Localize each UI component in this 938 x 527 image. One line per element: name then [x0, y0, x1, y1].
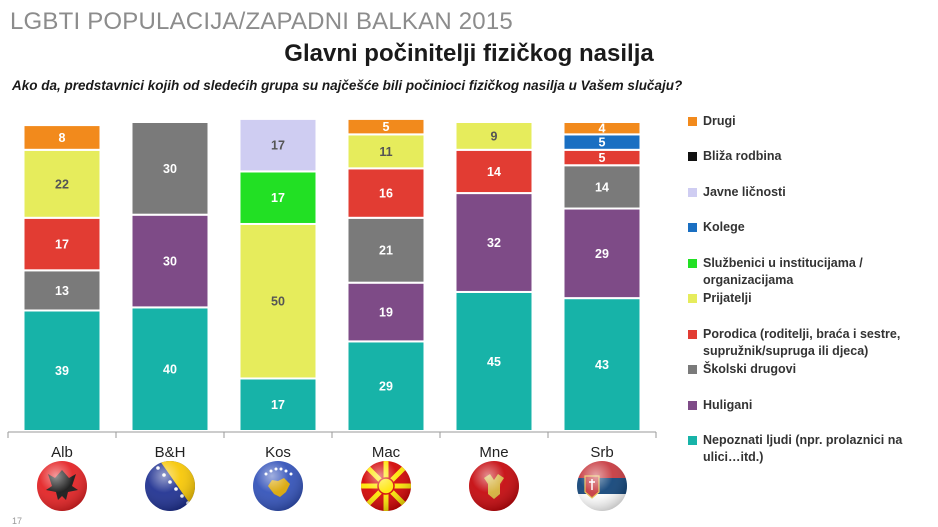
bar-segment — [238, 377, 318, 432]
bar-segment — [346, 216, 426, 284]
page-number: 17 — [12, 516, 23, 526]
flags-group — [37, 461, 627, 511]
x-tick-label: Mac — [372, 444, 401, 461]
data-label: 17 — [271, 398, 285, 412]
bar-segment — [454, 121, 534, 151]
bar-segment — [454, 290, 534, 433]
bar-segment — [22, 124, 102, 151]
survey-question: Ako da, predstavnici kojih od sledećih g… — [12, 78, 683, 93]
data-label: 14 — [595, 180, 609, 194]
x-axis: Alb B&H Kos Mac Mne Srb — [7, 431, 657, 461]
data-label: 5 — [599, 136, 606, 150]
legend-swatch — [688, 330, 697, 339]
bar-segment — [562, 121, 642, 136]
data-label: 17 — [271, 191, 285, 205]
bar-segment — [562, 164, 642, 210]
data-label: 30 — [163, 255, 177, 269]
bars-group: 3913172284030301750171729192116115453214… — [22, 117, 642, 433]
data-label: 13 — [55, 284, 69, 298]
data-label: 5 — [383, 120, 390, 134]
legend-label: Službenici u institucijama / organizacij… — [703, 256, 863, 287]
bar-segment — [22, 216, 102, 272]
data-label: 22 — [55, 177, 69, 191]
bar-segment — [130, 306, 210, 432]
bar-segment — [454, 192, 534, 293]
bar-segment — [346, 133, 426, 170]
x-tick-label: Alb — [51, 444, 73, 461]
flag-gloss — [361, 461, 411, 511]
legend-swatch — [688, 223, 697, 232]
flag-gloss — [469, 461, 519, 511]
data-label: 32 — [487, 236, 501, 250]
legend-swatch — [688, 259, 697, 268]
bar-segment — [130, 213, 210, 309]
bar-segment — [22, 309, 102, 432]
data-label: 50 — [271, 295, 285, 309]
x-tick-label: Mne — [479, 444, 508, 461]
legend-swatch — [688, 401, 697, 410]
data-label: 14 — [487, 165, 501, 179]
legend-swatch — [688, 365, 697, 374]
bar-segment — [238, 117, 318, 173]
flag-gloss — [253, 461, 303, 511]
data-label: 16 — [379, 187, 393, 201]
x-tick-label: Kos — [265, 444, 291, 461]
x-tick-label: Srb — [590, 444, 613, 461]
data-label: 4 — [599, 122, 606, 136]
data-label: 21 — [379, 244, 393, 258]
flag-gloss — [145, 461, 195, 511]
data-label: 17 — [271, 139, 285, 153]
chart-title: Glavni počinitelji fizičkog nasilja — [284, 40, 654, 67]
legend-label: Nepoznati ljudi (npr. prolaznici na ulic… — [703, 433, 903, 464]
legend-label: Prijatelji — [703, 291, 752, 305]
legend-label: Javne ličnosti — [703, 185, 786, 199]
legend-swatch — [688, 117, 697, 126]
bar-segment — [346, 117, 426, 136]
bar-segment — [562, 207, 642, 300]
data-label: 29 — [595, 247, 609, 261]
data-label: 39 — [55, 364, 69, 378]
data-label: 17 — [55, 238, 69, 252]
data-label: 43 — [595, 358, 609, 372]
legend-swatch — [688, 152, 697, 161]
data-label: 8 — [59, 131, 66, 145]
data-label: 19 — [379, 306, 393, 320]
x-tick-label: B&H — [155, 444, 186, 461]
bar-segment — [454, 148, 534, 195]
data-label: 5 — [599, 151, 606, 165]
data-label: 9 — [491, 129, 498, 143]
flag-gloss — [37, 461, 87, 511]
report-suptitle: LGBTI POPULACIJA/ZAPADNI BALKAN 2015 — [10, 8, 513, 35]
legend-swatch — [688, 188, 697, 197]
flag-gloss — [577, 461, 627, 511]
legend-label: Školski drugovi — [703, 362, 797, 376]
data-label: 11 — [379, 145, 392, 159]
legend-label: Drugi — [703, 114, 736, 128]
legend-label: Bliža rodbina — [703, 149, 782, 163]
bar-segment — [130, 121, 210, 216]
legend-label: Huligani — [703, 398, 753, 412]
legend-swatch — [688, 294, 697, 303]
bar-segment — [346, 167, 426, 219]
data-label: 45 — [487, 355, 501, 369]
bar-segment — [562, 297, 642, 432]
legend-label: Kolege — [703, 220, 745, 234]
bar-segment — [346, 340, 426, 433]
legend-label: Porodica (roditelji, braća i sestre, sup… — [703, 327, 901, 358]
bar-segment — [22, 148, 102, 219]
legend-swatch — [688, 436, 697, 445]
data-label: 40 — [163, 363, 177, 377]
data-label: 29 — [379, 380, 393, 394]
bar-segment — [346, 281, 426, 343]
data-label: 30 — [163, 162, 177, 176]
